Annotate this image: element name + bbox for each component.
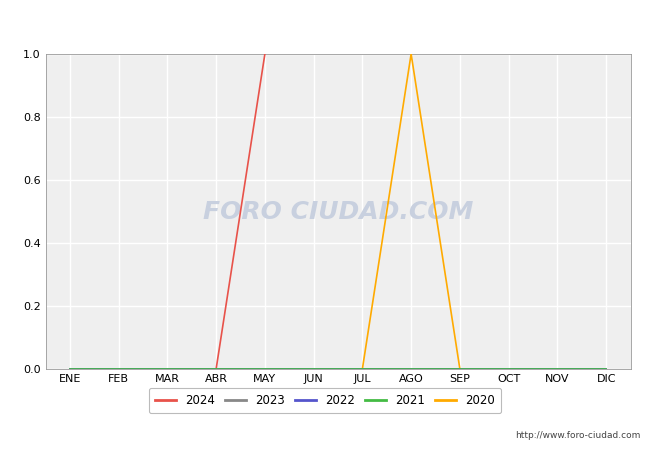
- Text: http://www.foro-ciudad.com: http://www.foro-ciudad.com: [515, 431, 640, 440]
- Text: FORO CIUDAD.COM: FORO CIUDAD.COM: [203, 199, 473, 224]
- Text: Matriculaciones de Vehiculos en Capilla: Matriculaciones de Vehiculos en Capilla: [161, 12, 489, 31]
- Legend: 2024, 2023, 2022, 2021, 2020: 2024, 2023, 2022, 2021, 2020: [149, 388, 501, 413]
